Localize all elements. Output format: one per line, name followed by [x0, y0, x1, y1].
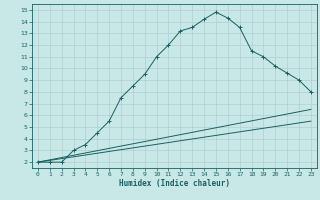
- X-axis label: Humidex (Indice chaleur): Humidex (Indice chaleur): [119, 179, 230, 188]
